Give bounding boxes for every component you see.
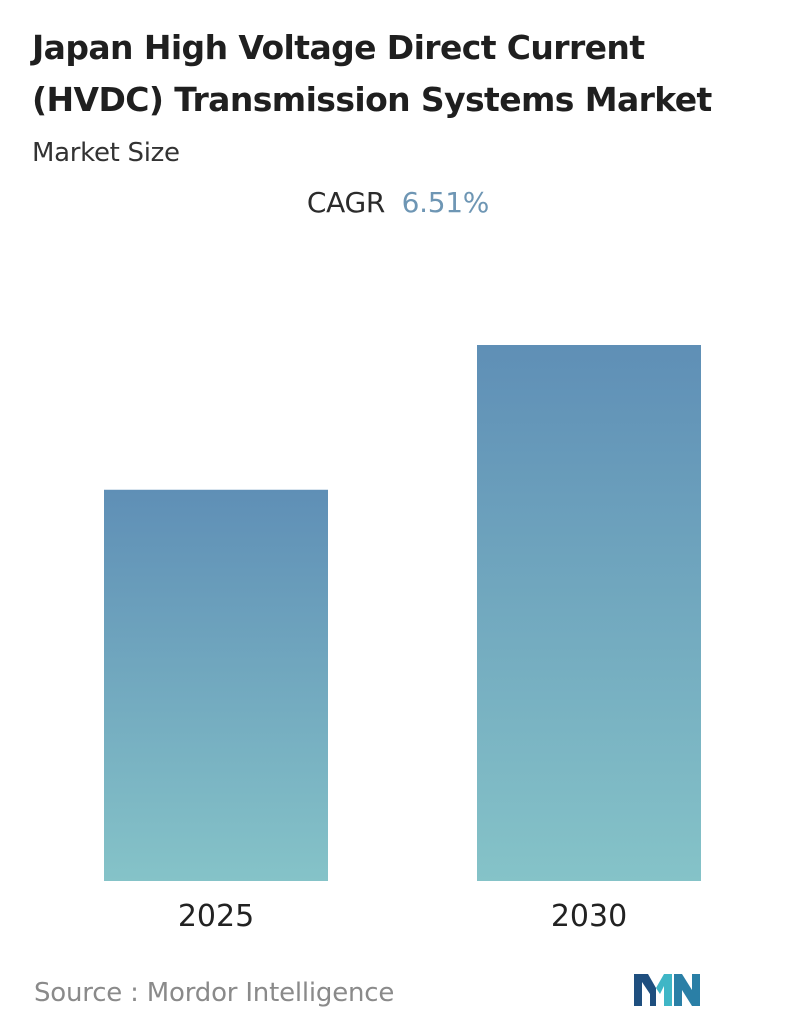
x-tick-label-2025: 2025 <box>178 899 254 934</box>
cagr-readout: CAGR 6.51% <box>0 186 796 219</box>
bar-2025 <box>104 489 328 881</box>
x-tick-label-2030: 2030 <box>551 899 627 934</box>
bar-group <box>104 345 701 881</box>
source-caption: Source : Mordor Intelligence <box>34 978 395 1008</box>
x-tick-labels: 2025 2030 <box>178 899 627 934</box>
cagr-value: 6.51% <box>401 186 490 219</box>
cagr-label: CAGR <box>306 186 386 219</box>
page-title: Japan High Voltage Direct Current (HVDC)… <box>32 28 712 119</box>
bar-2030 <box>477 345 701 881</box>
page-subtitle: Market Size <box>32 138 180 168</box>
mordor-intelligence-logo-icon <box>634 974 700 1006</box>
